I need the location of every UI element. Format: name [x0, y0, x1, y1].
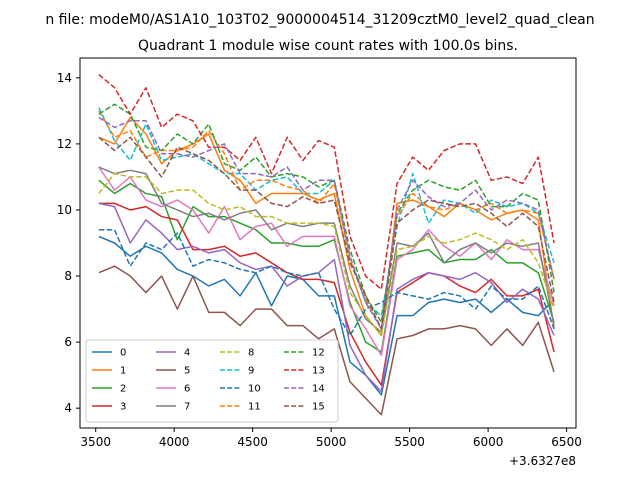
- series-line-9: [98, 107, 555, 317]
- x-tick-label: 4500: [237, 435, 268, 449]
- y-tick-label: 12: [57, 137, 72, 151]
- series-line-14: [98, 116, 555, 330]
- legend-box: [85, 339, 339, 423]
- y-tick-label: 6: [64, 335, 72, 349]
- x-tick-label: 3500: [80, 435, 111, 449]
- x-tick-label: 6500: [551, 435, 582, 449]
- x-tick-label: 5500: [394, 435, 425, 449]
- x-tick-label: 5000: [316, 435, 347, 449]
- legend-label-15: 15: [312, 402, 325, 413]
- legend-label-6: 6: [184, 384, 190, 395]
- legend-label-7: 7: [184, 402, 190, 413]
- y-tick-label: 14: [57, 71, 72, 85]
- plot-frame: [79, 57, 577, 429]
- series-line-3: [98, 202, 555, 386]
- legend-label-11: 11: [248, 402, 261, 413]
- series-line-8: [98, 172, 555, 337]
- x-tick-label: 6000: [473, 435, 504, 449]
- legend-label-4: 4: [184, 348, 190, 359]
- series-line-6: [98, 166, 555, 357]
- x-offset-label: +3.6327e8: [509, 454, 576, 468]
- series-line-1: [98, 116, 555, 337]
- legend-label-3: 3: [120, 402, 126, 413]
- legend-label-14: 14: [312, 384, 325, 395]
- legend-label-8: 8: [248, 348, 254, 359]
- y-tick-label: 8: [64, 269, 72, 283]
- series-line-11: [98, 110, 555, 330]
- legend-label-13: 13: [312, 366, 325, 377]
- x-tick-label: 4000: [159, 435, 190, 449]
- legend-label-1: 1: [120, 366, 126, 377]
- y-tick-label: 10: [57, 203, 72, 217]
- legend-label-0: 0: [120, 348, 126, 359]
- legend-label-2: 2: [120, 384, 126, 395]
- series-line-2: [98, 179, 555, 353]
- plot-area: [98, 73, 555, 416]
- series-line-4: [98, 202, 555, 393]
- chart-title: Quadrant 1 module wise count rates with …: [138, 38, 518, 54]
- legend-label-5: 5: [184, 366, 190, 377]
- legend-label-10: 10: [248, 384, 261, 395]
- series-line-5: [98, 265, 555, 416]
- legend-label-9: 9: [248, 366, 254, 377]
- chart-suptitle: n file: modeM0/AS1A10_103T02_9000004514_…: [45, 12, 594, 28]
- series-line-13: [98, 73, 555, 290]
- series-line-7: [98, 166, 555, 333]
- legend-label-12: 12: [312, 348, 325, 359]
- series-line-12: [98, 103, 555, 324]
- y-tick-label: 4: [64, 401, 72, 415]
- series-line-15: [98, 136, 555, 330]
- series-line-10: [98, 229, 555, 337]
- series-line-0: [98, 235, 555, 396]
